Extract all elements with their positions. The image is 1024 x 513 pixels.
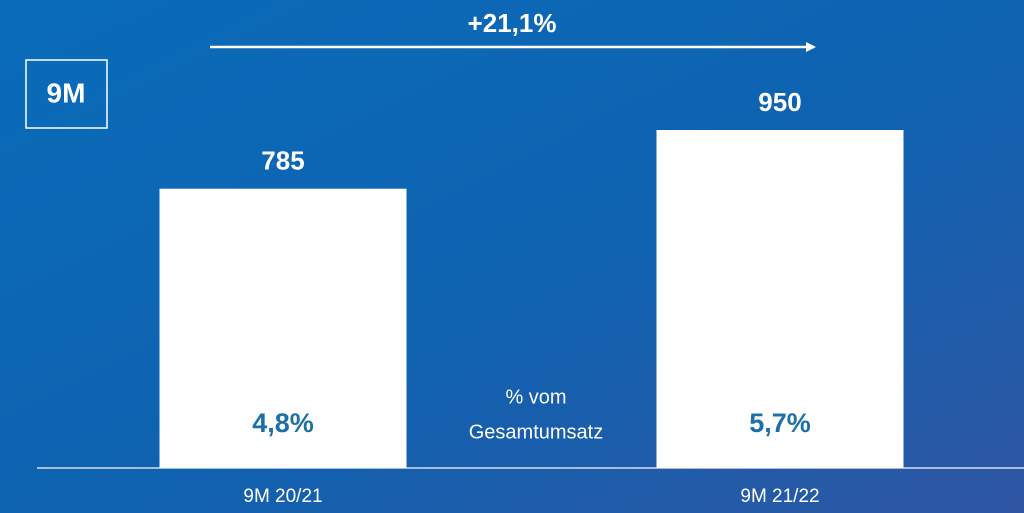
bar [656,130,904,468]
growth-annotation: +21,1% [468,8,557,38]
share-caption: % vom [505,386,566,408]
value-label: 785 [261,146,304,176]
x-tick-label: 9M 20/21 [243,486,322,507]
period-label: 9M [47,77,86,108]
value-label: 950 [758,87,801,117]
period-box [25,59,108,129]
x-tick-label: 9M 21/22 [740,486,819,507]
share-caption: Gesamtumsatz [469,421,603,443]
share-label: 5,7% [749,408,811,438]
bar [159,188,407,468]
share-label: 4,8% [252,408,314,438]
